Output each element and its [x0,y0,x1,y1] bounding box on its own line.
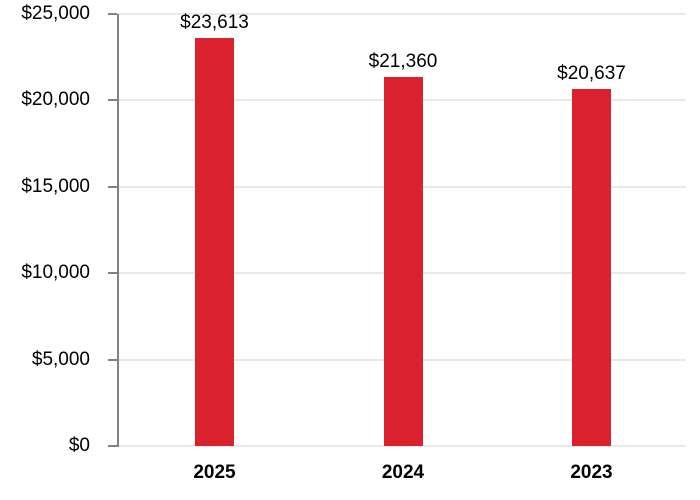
data-label-2024: $21,360 [368,50,438,72]
gridline [118,445,686,447]
y-axis-tick-label: $0 [68,435,90,456]
y-axis-tick [108,358,117,361]
y-axis-line [117,14,119,447]
x-axis-label-2025: 2025 [193,462,236,483]
y-axis-tick [108,272,117,275]
y-axis-tick-label: $10,000 [21,262,90,284]
y-axis-tick [108,99,117,102]
y-axis-tick-label: $25,000 [21,3,90,24]
bar-2025 [195,37,234,446]
bar-2023 [572,89,611,446]
data-label-2025: $23,613 [180,11,249,33]
y-axis-tick [108,445,117,447]
gridline [118,13,686,15]
y-axis-tick-label: $15,000 [21,175,90,197]
bar-2024 [383,76,423,446]
x-axis-label-2023: 2023 [570,462,613,483]
x-axis-label-2024: 2024 [381,462,425,483]
y-axis-tick [108,185,117,188]
data-label-2023: $20,637 [557,63,626,85]
y-axis-tick-label: $5,000 [31,348,90,370]
y-axis-tick-label: $20,000 [21,89,90,111]
y-axis-tick [108,13,117,15]
